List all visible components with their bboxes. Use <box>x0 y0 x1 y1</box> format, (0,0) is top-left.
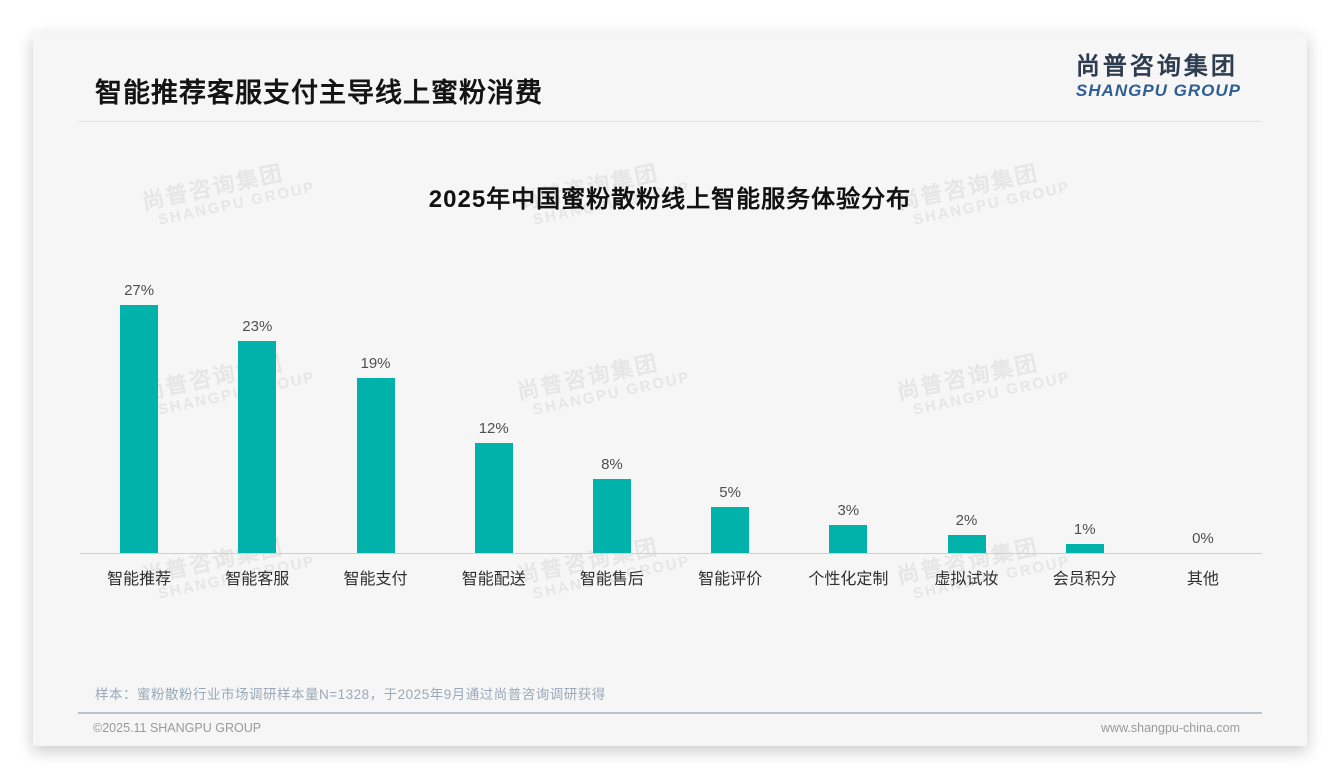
page-title: 智能推荐客服支付主导线上蜜粉消费 <box>95 78 543 108</box>
bar <box>947 534 986 553</box>
bar <box>120 304 159 553</box>
footer-divider <box>78 712 1262 714</box>
bar-column: 1% <box>1026 273 1144 553</box>
bar-column: 27% <box>80 273 198 553</box>
bar-value-label: 0% <box>1192 530 1214 547</box>
chart-title: 2025年中国蜜粉散粉线上智能服务体验分布 <box>428 186 912 213</box>
bar-value-label: 8% <box>601 456 623 474</box>
title-divider <box>78 121 1262 122</box>
x-axis-line <box>80 553 1262 554</box>
bar-value-label: 2% <box>955 511 978 529</box>
bar-column: 8% <box>553 273 671 553</box>
category-label: 智能评价 <box>698 571 763 588</box>
bar-value-label: 3% <box>837 502 860 520</box>
bar-column: 23% <box>198 273 316 553</box>
category-label: 其他 <box>1186 571 1219 588</box>
bar-column: 3% <box>789 273 907 553</box>
bar-value-label: 5% <box>719 484 741 501</box>
bar-value-label: 12% <box>478 419 509 437</box>
bar <box>238 341 277 553</box>
bar-value-label: 23% <box>242 318 273 336</box>
bar <box>474 442 513 553</box>
logo-cn-text: 尚普咨询集团 <box>1075 53 1238 80</box>
footer-copyright: ©2025.11 SHANGPU GROUP <box>93 721 262 735</box>
category-label: 智能支付 <box>343 571 408 588</box>
bar-value-label: 27% <box>124 281 155 299</box>
category-label: 个性化定制 <box>808 571 889 588</box>
bar-chart: 27% 23% 19% 12% 8% 5% 3% 2% 1% 0% 智能推荐 智能客服 智能支付 智能配… <box>80 273 1262 589</box>
bar-column: 5% <box>671 273 789 553</box>
category-label: 会员积分 <box>1052 571 1117 588</box>
sample-note: 样本：蜜粉散粉行业市场调研样本量N=1328，于2025年9月通过尚普咨询调研获… <box>95 687 606 702</box>
bar <box>1065 543 1104 553</box>
category-label: 智能推荐 <box>107 571 172 588</box>
bar-value-label: 1% <box>1073 520 1096 538</box>
bar <box>829 525 868 553</box>
footer-website: www.shangpu-china.com <box>1101 721 1240 735</box>
bar-value-label: 19% <box>360 355 391 373</box>
category-label: 智能售后 <box>579 571 644 588</box>
bars-row: 27% 23% 19% 12% 8% 5% 3% 2% 1% 0% <box>80 273 1262 553</box>
category-label: 智能客服 <box>225 571 290 588</box>
report-card: 智能推荐客服支付主导线上蜜粉消费 尚普咨询集团 SHANGPU GROUP 尚普… <box>33 33 1307 746</box>
category-labels-row: 智能推荐 智能客服 智能支付 智能配送 智能售后 智能评价 个性化定制 虚拟试妆 会员积分 其他 <box>80 565 1262 589</box>
logo-en-text: SHANGPU GROUP <box>1075 81 1241 100</box>
bar <box>711 507 750 553</box>
bar-column: 0% <box>1144 273 1262 553</box>
company-logo: 尚普咨询集团 SHANGPU GROUP <box>1076 53 1241 101</box>
bar <box>592 479 631 553</box>
category-label: 虚拟试妆 <box>934 571 999 588</box>
category-label: 智能配送 <box>461 571 526 588</box>
bar-column: 19% <box>316 273 434 553</box>
bar-column: 2% <box>907 273 1025 553</box>
bar <box>356 378 395 553</box>
bar-column: 12% <box>435 273 553 553</box>
